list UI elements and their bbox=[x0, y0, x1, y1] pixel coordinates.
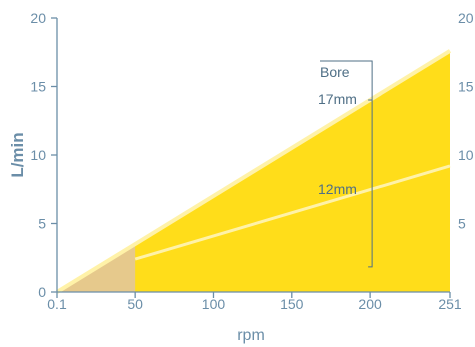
right-y-tick-label: 10 bbox=[458, 147, 474, 163]
right-y-tick-label: 20 bbox=[458, 10, 474, 26]
y-tick-label: 0 bbox=[38, 284, 46, 300]
series-line-12mm bbox=[134, 164, 451, 261]
x-tick-label: 150 bbox=[280, 296, 304, 312]
y-tick-label: 5 bbox=[38, 216, 46, 232]
y-tick-label: 15 bbox=[30, 79, 46, 95]
x-tick-label: 200 bbox=[358, 296, 382, 312]
x-tick-label: 50 bbox=[127, 296, 143, 312]
y-axis-title: L/min bbox=[8, 132, 27, 177]
x-tick-label: 0.1 bbox=[47, 296, 67, 312]
y-tick-label: 10 bbox=[30, 147, 46, 163]
x-tick-label: 251 bbox=[438, 296, 462, 312]
x-tick-label: 100 bbox=[202, 296, 226, 312]
bore-bracket bbox=[320, 60, 373, 268]
y-tick-label: 20 bbox=[30, 10, 46, 26]
series-line-17mm bbox=[55, 49, 452, 294]
right-y-tick-label: 5 bbox=[458, 216, 466, 232]
bore-12mm-label: 12mm bbox=[318, 181, 357, 197]
right-y-tick-label: 15 bbox=[458, 79, 474, 95]
x-axis-title: rpm bbox=[237, 327, 265, 344]
bore-17mm-label: 17mm bbox=[318, 91, 357, 107]
bore-label: Bore bbox=[320, 64, 350, 80]
